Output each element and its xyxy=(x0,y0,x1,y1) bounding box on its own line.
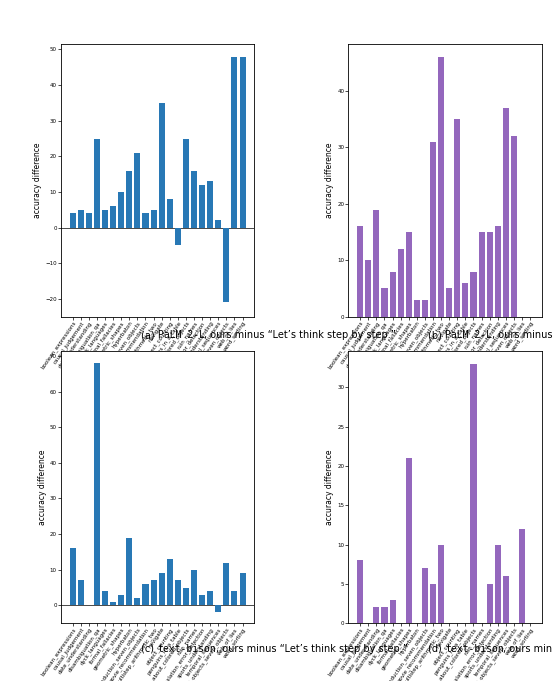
Bar xyxy=(175,227,181,245)
Text: (a): (a) xyxy=(141,330,158,340)
Bar xyxy=(166,199,173,227)
Bar xyxy=(462,283,468,317)
Bar xyxy=(110,206,116,227)
Text: text-bison: text-bison xyxy=(445,644,504,654)
Bar xyxy=(487,232,493,317)
Bar xyxy=(94,138,100,227)
Bar xyxy=(143,584,149,605)
Bar xyxy=(126,538,132,605)
Bar xyxy=(519,528,525,623)
Bar xyxy=(70,548,76,605)
Bar xyxy=(70,213,76,227)
Text: PaLM 2-L: PaLM 2-L xyxy=(445,330,492,340)
Bar xyxy=(430,584,436,623)
Bar xyxy=(382,289,388,317)
Bar xyxy=(357,226,363,317)
Bar xyxy=(438,545,444,623)
Bar xyxy=(471,272,477,317)
Bar xyxy=(159,103,165,227)
Bar xyxy=(207,591,213,605)
Y-axis label: accuracy difference: accuracy difference xyxy=(38,449,47,524)
Bar xyxy=(150,580,156,605)
Bar xyxy=(471,364,477,623)
Bar xyxy=(357,560,363,623)
Bar xyxy=(239,57,246,227)
Y-axis label: accuracy difference: accuracy difference xyxy=(326,449,335,524)
Bar xyxy=(199,595,205,605)
Bar xyxy=(414,300,420,317)
Bar xyxy=(143,213,149,227)
Bar xyxy=(454,119,460,317)
Bar xyxy=(215,605,221,612)
Text: (b): (b) xyxy=(428,330,445,340)
Text: , ours minus empty starting point: , ours minus empty starting point xyxy=(492,330,553,340)
Bar xyxy=(487,584,493,623)
Bar xyxy=(150,210,156,227)
Bar xyxy=(102,591,108,605)
Bar xyxy=(406,458,412,623)
Text: , ours minus “Let’s think step by step.”: , ours minus “Let’s think step by step.” xyxy=(216,644,408,654)
Y-axis label: accuracy difference: accuracy difference xyxy=(326,143,335,218)
Bar xyxy=(503,576,509,623)
Bar xyxy=(223,227,229,302)
Bar xyxy=(207,181,213,227)
Text: text-bison: text-bison xyxy=(158,644,216,654)
Bar xyxy=(191,170,197,227)
Bar xyxy=(110,602,116,605)
Text: , ours minus “Let’s think step by step.”: , ours minus “Let’s think step by step.” xyxy=(204,330,396,340)
Bar xyxy=(134,598,140,605)
Bar xyxy=(118,192,124,227)
Bar xyxy=(231,591,237,605)
Bar xyxy=(134,153,140,227)
Bar xyxy=(495,545,501,623)
Bar xyxy=(118,595,124,605)
Bar xyxy=(191,570,197,605)
Bar xyxy=(175,580,181,605)
Bar xyxy=(231,57,237,227)
Bar xyxy=(389,599,395,623)
Bar xyxy=(159,573,165,605)
Bar xyxy=(389,272,395,317)
Bar xyxy=(183,138,189,227)
Bar xyxy=(382,607,388,623)
Bar xyxy=(183,588,189,605)
Bar xyxy=(495,226,501,317)
Bar xyxy=(102,210,108,227)
Bar xyxy=(446,289,452,317)
Bar xyxy=(373,607,379,623)
Bar xyxy=(78,210,84,227)
Bar xyxy=(430,142,436,317)
Bar xyxy=(86,213,92,227)
Bar xyxy=(126,170,132,227)
Bar xyxy=(78,580,84,605)
Bar xyxy=(199,185,205,227)
Bar xyxy=(503,108,509,317)
Bar xyxy=(422,300,428,317)
Bar xyxy=(398,249,404,317)
Bar xyxy=(478,232,484,317)
Text: , ours minus empty starting point: , ours minus empty starting point xyxy=(503,644,553,654)
Text: (d): (d) xyxy=(428,644,445,654)
Text: PaLM 2-L: PaLM 2-L xyxy=(158,330,205,340)
Text: (c): (c) xyxy=(142,644,158,654)
Bar xyxy=(223,563,229,605)
Bar xyxy=(239,573,246,605)
Bar xyxy=(215,221,221,227)
Bar xyxy=(94,363,100,605)
Bar xyxy=(366,260,372,317)
Bar xyxy=(438,57,444,317)
Bar xyxy=(422,568,428,623)
Bar xyxy=(373,210,379,317)
Bar xyxy=(406,232,412,317)
Bar xyxy=(166,559,173,605)
Bar xyxy=(511,136,517,317)
Y-axis label: accuracy difference: accuracy difference xyxy=(33,143,42,218)
